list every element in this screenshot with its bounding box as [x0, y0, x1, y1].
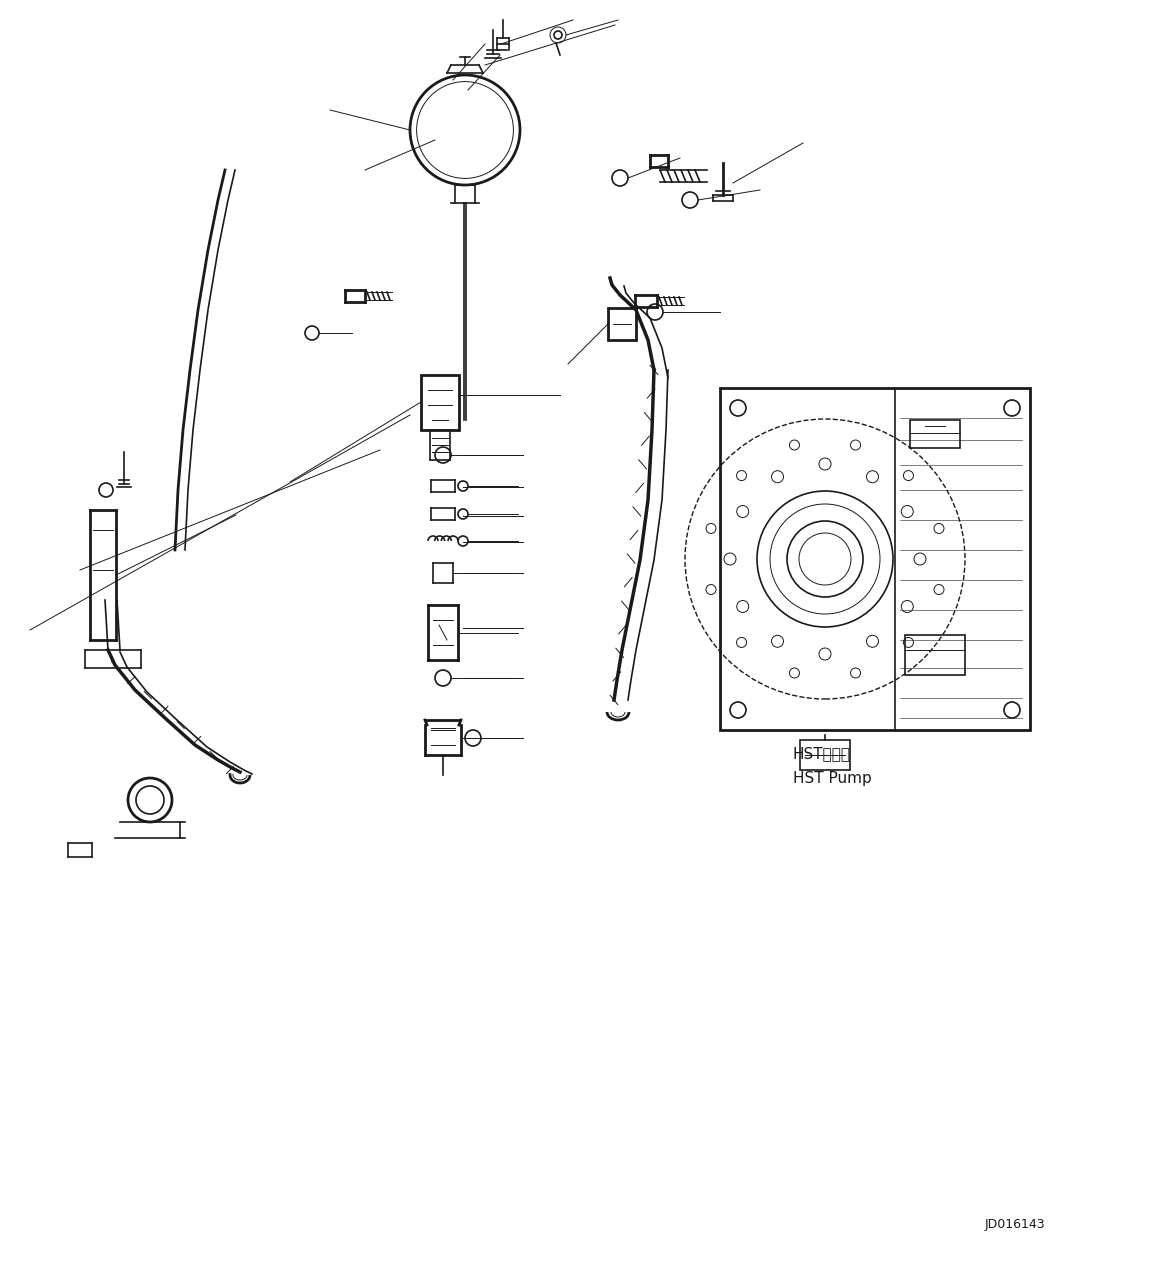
- Text: HST Pump: HST Pump: [793, 771, 872, 786]
- Bar: [421, 375, 459, 430]
- Bar: [905, 635, 965, 675]
- Text: HSTポンプ: HSTポンプ: [793, 746, 851, 761]
- Bar: [800, 739, 850, 770]
- Bar: [608, 308, 636, 340]
- Bar: [720, 388, 1030, 731]
- Bar: [909, 420, 959, 447]
- Text: JD016143: JD016143: [985, 1218, 1046, 1231]
